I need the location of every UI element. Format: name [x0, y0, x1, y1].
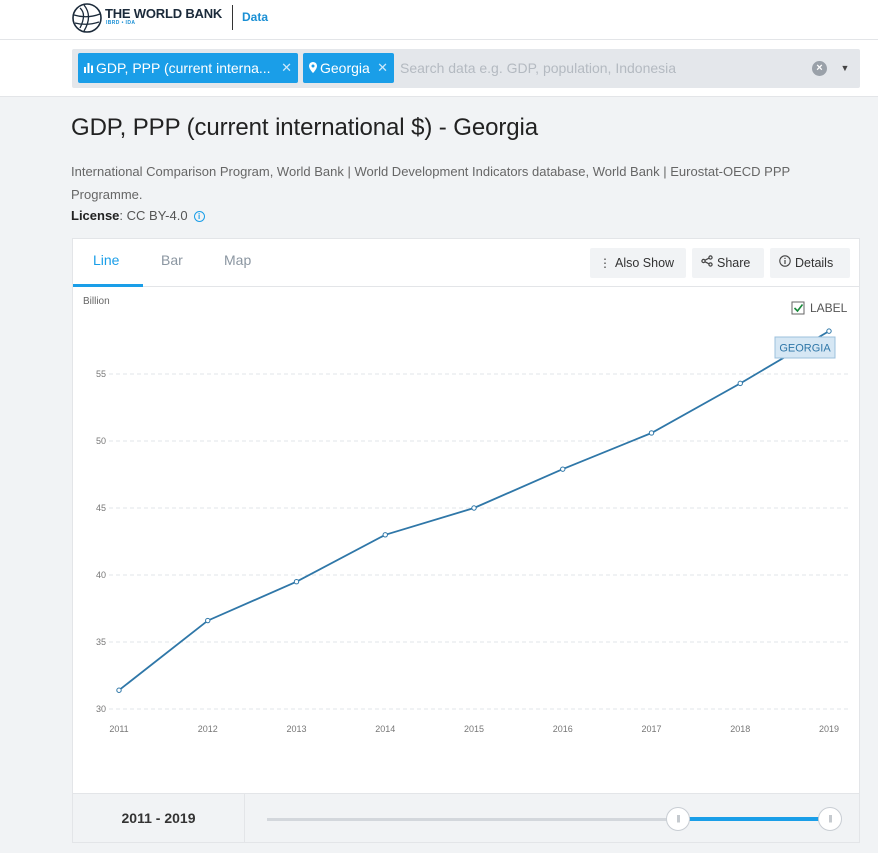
x-tick-label: 2019	[819, 724, 839, 734]
tab-line[interactable]: Line	[93, 252, 120, 268]
data-point-2017[interactable]	[648, 430, 655, 436]
y-tick-label: 45	[96, 503, 106, 513]
chart-grid	[109, 373, 851, 710]
x-axis-labels: 2011 2012 2013 2014 2015 2016 2017 2018 2019	[109, 724, 839, 734]
data-link[interactable]: Data	[242, 10, 269, 24]
y-tick-label: 30	[96, 704, 106, 714]
y-tick-label: 40	[96, 570, 106, 580]
range-fill	[677, 817, 830, 821]
data-point-2013[interactable]	[293, 579, 300, 585]
info-icon[interactable]: i	[193, 211, 205, 222]
clear-search-icon[interactable]: ×	[812, 61, 827, 76]
share-icon	[701, 248, 713, 278]
chevron-down-icon[interactable]: ▼	[840, 63, 850, 73]
license-info: License: CC BY-4.0 i	[71, 208, 205, 223]
data-point-2019[interactable]	[826, 328, 832, 334]
year-range-label: 2011 - 2019	[73, 794, 245, 842]
search-bar[interactable]: GDP, PPP (current interna... ✕ Georgia ✕…	[72, 49, 860, 88]
checkmark-icon	[793, 304, 804, 313]
label-checkbox[interactable]	[791, 301, 805, 315]
label-toggle-text: LABEL	[810, 301, 848, 315]
data-point-2015[interactable]	[471, 505, 477, 511]
brand-divider	[232, 5, 233, 30]
page-title: GDP, PPP (current international $) - Geo…	[71, 114, 538, 141]
x-tick-label: 2017	[641, 724, 661, 734]
x-tick-label: 2018	[730, 724, 750, 734]
y-axis-unit: Billion	[83, 296, 110, 307]
data-point-2012[interactable]	[205, 617, 211, 624]
more-vertical-icon: ⋮	[599, 256, 611, 270]
active-tab-indicator	[73, 284, 143, 287]
x-tick-label: 2013	[286, 724, 306, 734]
label-toggle[interactable]: LABEL	[791, 301, 848, 315]
x-tick-label: 2011	[109, 724, 128, 734]
chart-tabs: Line Bar Map ⋮ Also Show Share Details	[73, 239, 859, 287]
x-tick-label: 2016	[553, 724, 573, 734]
brand-subtitle: IBRD • IDA	[106, 20, 136, 26]
world-bank-globe-icon[interactable]	[71, 2, 103, 34]
remove-country-icon[interactable]: ✕	[377, 60, 388, 75]
data-point-2014[interactable]	[382, 532, 388, 538]
range-start-handle[interactable]: |||	[666, 807, 690, 831]
location-pin-icon	[309, 55, 317, 83]
y-tick-label: 50	[96, 436, 106, 446]
tab-bar[interactable]: Bar	[161, 252, 183, 268]
license-value[interactable]: : CC BY-4.0	[119, 208, 188, 223]
data-point-2018[interactable]	[737, 380, 743, 387]
data-point-2011[interactable]	[116, 687, 122, 693]
range-end-handle[interactable]: |||	[818, 807, 842, 831]
search-section: GDP, PPP (current interna... ✕ Georgia ✕…	[0, 40, 878, 97]
details-label: Details	[795, 256, 834, 270]
details-button[interactable]: Details	[770, 248, 850, 278]
license-label: License	[71, 208, 120, 223]
indicator-tag-label: GDP, PPP (current interna...	[96, 60, 271, 76]
brand-name[interactable]: THE WORLD BANK	[105, 6, 223, 21]
share-button[interactable]: Share	[692, 248, 764, 278]
y-tick-label: 35	[96, 637, 106, 647]
data-point-2016[interactable]	[560, 466, 566, 472]
bar-chart-icon	[84, 55, 93, 83]
x-tick-label: 2015	[464, 724, 484, 734]
indicator-tag[interactable]: GDP, PPP (current interna... ✕	[78, 53, 298, 83]
series-label-text: GEORGIA	[779, 343, 831, 355]
also-show-button[interactable]: ⋮ Also Show	[590, 248, 686, 278]
country-tag-label: Georgia	[320, 60, 370, 76]
share-label: Share	[717, 256, 751, 270]
chart-card: Line Bar Map ⋮ Also Show Share Details Bi…	[72, 238, 860, 794]
data-source: International Comparison Program, World …	[71, 164, 790, 202]
search-input[interactable]	[400, 57, 800, 79]
remove-indicator-icon[interactable]: ✕	[281, 60, 292, 75]
also-show-label: Also Show	[615, 256, 675, 270]
country-tag[interactable]: Georgia ✕	[303, 53, 394, 83]
top-bar: THE WORLD BANK IBRD • IDA Data	[0, 0, 878, 40]
tab-map[interactable]: Map	[224, 252, 252, 268]
series-label-georgia: GEORGIA	[774, 336, 836, 359]
x-tick-label: 2012	[198, 724, 218, 734]
x-tick-label: 2014	[375, 724, 395, 734]
y-tick-label: 55	[96, 369, 106, 379]
data-points	[116, 328, 832, 693]
info-circle-icon	[779, 248, 791, 278]
year-range-slider: 2011 - 2019 ||| |||	[72, 793, 860, 843]
y-axis-labels: 30 35 40 45 50 55	[96, 369, 106, 714]
range-track[interactable]	[267, 818, 834, 821]
